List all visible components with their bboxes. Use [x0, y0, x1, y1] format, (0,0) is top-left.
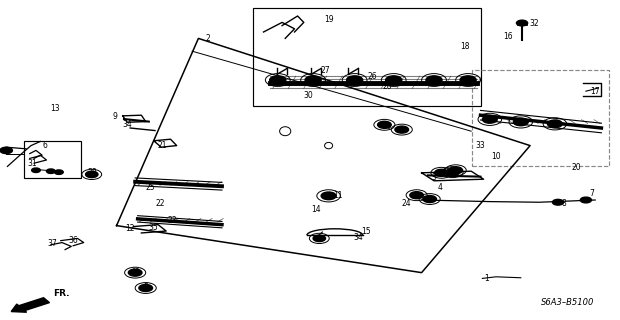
Circle shape: [552, 199, 564, 205]
Circle shape: [139, 284, 153, 292]
Text: 25: 25: [146, 183, 156, 192]
Text: 39: 39: [448, 170, 458, 179]
Circle shape: [270, 76, 286, 84]
Text: 19: 19: [324, 15, 334, 24]
Text: 36: 36: [68, 236, 78, 245]
Text: 30: 30: [304, 92, 314, 100]
Text: 28: 28: [383, 82, 392, 91]
Text: 8: 8: [562, 199, 567, 208]
Circle shape: [378, 121, 391, 128]
Text: 20: 20: [572, 164, 582, 172]
Text: 3: 3: [432, 173, 436, 182]
Text: 15: 15: [361, 228, 371, 236]
Circle shape: [321, 192, 336, 200]
Text: 14: 14: [311, 205, 321, 214]
Circle shape: [0, 147, 12, 154]
Text: 38: 38: [87, 168, 97, 177]
Text: 21: 21: [157, 141, 167, 150]
Text: 7: 7: [590, 189, 595, 198]
Text: 24: 24: [401, 199, 411, 208]
Text: 2: 2: [205, 34, 210, 43]
Text: 40: 40: [130, 268, 140, 277]
Text: 1: 1: [484, 274, 489, 283]
Circle shape: [435, 169, 448, 176]
Text: 16: 16: [503, 32, 513, 41]
Text: 26: 26: [367, 72, 377, 81]
Text: 33: 33: [476, 141, 485, 150]
Text: 29: 29: [383, 122, 392, 131]
Circle shape: [513, 118, 528, 126]
Circle shape: [128, 269, 142, 276]
Circle shape: [347, 76, 363, 84]
Text: 11: 11: [333, 191, 343, 200]
Circle shape: [449, 167, 463, 174]
Circle shape: [86, 171, 98, 178]
Text: 37: 37: [48, 239, 58, 248]
Circle shape: [55, 170, 63, 174]
Text: 22: 22: [155, 199, 165, 208]
Text: 18: 18: [460, 42, 470, 51]
Circle shape: [482, 116, 497, 123]
Text: 5: 5: [143, 284, 148, 292]
Circle shape: [446, 169, 459, 176]
Circle shape: [460, 76, 476, 84]
Text: 27: 27: [321, 66, 330, 75]
Text: 34: 34: [353, 233, 363, 242]
Circle shape: [46, 169, 55, 173]
Circle shape: [305, 76, 321, 84]
Text: S6A3–B5100: S6A3–B5100: [541, 298, 594, 307]
Circle shape: [547, 120, 562, 128]
Text: 35: 35: [149, 223, 159, 232]
Text: 6: 6: [42, 141, 47, 150]
Circle shape: [426, 76, 442, 84]
Bar: [472, 70, 609, 166]
FancyArrow shape: [11, 298, 50, 312]
Circle shape: [410, 192, 423, 199]
Text: FR.: FR.: [53, 289, 69, 298]
Text: 32: 32: [529, 20, 539, 28]
Circle shape: [395, 126, 409, 133]
Text: 34: 34: [122, 120, 132, 129]
Circle shape: [516, 20, 528, 26]
Circle shape: [386, 76, 402, 84]
Text: 9: 9: [112, 112, 117, 121]
Circle shape: [32, 168, 40, 172]
Text: 17: 17: [590, 87, 600, 96]
Text: 23: 23: [167, 216, 177, 225]
Circle shape: [580, 197, 591, 203]
Text: 4: 4: [438, 183, 443, 192]
Text: 12: 12: [125, 224, 135, 233]
Bar: [24, 141, 81, 178]
Bar: [253, 8, 481, 106]
Text: 31: 31: [27, 159, 37, 168]
Text: 10: 10: [491, 152, 501, 161]
Text: 13: 13: [50, 104, 60, 113]
Circle shape: [313, 235, 326, 242]
Circle shape: [423, 196, 436, 203]
